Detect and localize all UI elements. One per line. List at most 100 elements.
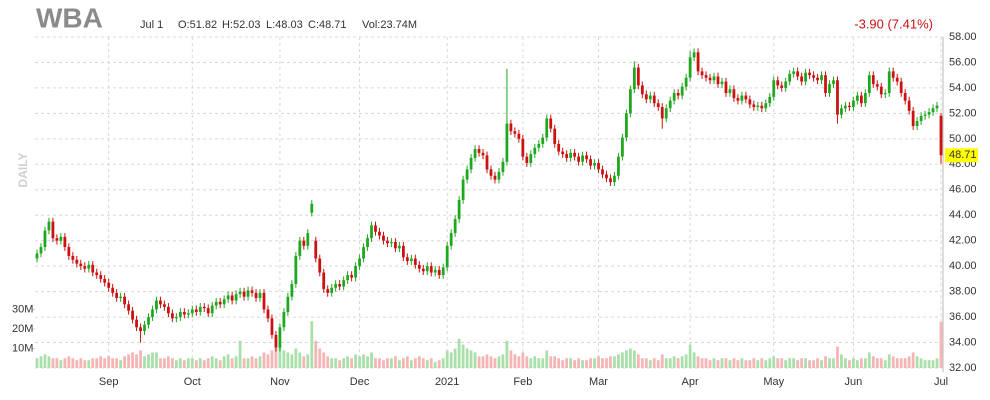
candle-body [509,123,513,132]
volume-bar [350,358,353,368]
volume-bar [413,358,417,368]
candle-body [625,113,628,138]
candle-body [792,71,796,74]
candle-body [828,84,831,94]
candle-body [712,76,716,81]
volume-bar [262,352,266,368]
candle-body [772,80,776,97]
volume-bar [525,356,529,368]
candle-body [366,238,369,248]
candle-body [190,309,194,314]
volume-bar [302,356,306,368]
candle-body [497,171,501,180]
volume-bar [855,360,859,368]
volume-bar [178,358,182,368]
volume-bar [481,356,485,368]
volume-bar [298,352,302,368]
volume-bar [561,360,565,368]
candle-body [119,296,123,298]
candle-body [585,155,588,160]
volume-bar [804,358,807,368]
candle-body [601,169,604,175]
volume-bar [899,358,903,368]
volume-bar [859,358,863,368]
candle-body [816,77,819,81]
candle-body [728,89,732,94]
candle-body [784,81,788,88]
candle-body [621,137,624,157]
volume-bar [537,358,541,368]
volume-bar [75,360,79,368]
candle-body [852,100,855,108]
volume-bar [425,360,429,368]
volume-bar [91,358,95,368]
volume-bar [772,356,776,368]
volume-bar [202,360,206,368]
candle-body [597,163,600,170]
candle-body [79,263,83,267]
candle-body [656,103,660,108]
volume-bar [533,356,537,368]
volume-bar [800,358,804,368]
volume-bar [644,358,648,368]
volume-bar [386,358,389,368]
volume-bar [529,358,533,368]
candle-body [461,179,465,200]
volume-bar [214,358,218,368]
volume-bar [254,358,258,368]
candle-body [218,301,222,305]
candle-body [63,236,67,248]
candle-body [346,275,350,281]
volume-bar [182,360,186,368]
volume-bar [792,358,796,368]
volume-bar [198,358,202,368]
candle-body [417,264,421,269]
candle-body [398,245,401,249]
y2-tick-label: 10M [12,342,33,354]
candle-body [577,156,580,162]
volume-bar [513,354,517,368]
candle-body [214,301,218,306]
volume-bar [167,356,170,368]
candle-body [613,175,616,183]
y2-tick-label: 30M [12,303,33,315]
volume-bar [59,360,63,368]
candle-body [143,324,146,332]
volume-bar [812,360,815,368]
volume-bar [636,354,640,368]
candle-body [549,118,553,129]
candle-body [879,86,883,95]
volume-bar [79,358,83,368]
volume-bar [55,358,59,368]
volume-bar [119,360,123,368]
volume-bar [326,356,330,368]
candle-body [174,317,178,319]
candle-body [270,318,274,335]
volume-bar [95,358,99,368]
candle-body [55,238,59,241]
volume-bar [664,358,668,368]
candle-body [744,95,748,100]
candle-body [453,219,457,234]
candle-body [334,283,338,288]
candle-body [370,225,373,239]
volume-bar [692,352,696,368]
candle-body [533,147,537,155]
x-tick-label: Feb [513,376,532,388]
volume-bar [517,356,521,368]
candle-body [836,80,839,115]
candle-body [832,80,835,85]
candle-body [274,334,278,348]
candle-body [127,304,130,311]
candle-body [226,295,230,300]
volume-bar [465,348,469,368]
candle-body [99,275,103,279]
candle-body [167,306,170,314]
candle-body [413,258,417,265]
volume-bar [911,352,915,368]
volume-bar [354,354,357,368]
volume-bar [668,358,672,368]
volume-bar [453,348,457,368]
candle-body [812,75,815,78]
candle-body [859,95,863,104]
